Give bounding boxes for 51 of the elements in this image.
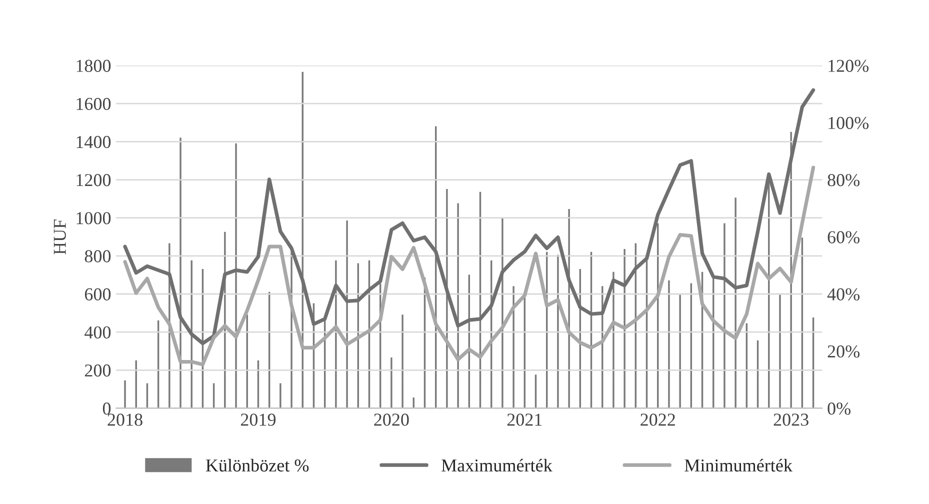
y2-tick-label: 60% xyxy=(828,231,860,244)
legend-label: Maximumérték xyxy=(442,458,552,472)
bar xyxy=(678,293,682,408)
x-tick-label: 2020 xyxy=(374,414,409,426)
bar xyxy=(134,358,138,408)
bar xyxy=(256,358,260,408)
bar xyxy=(778,293,782,408)
y2-tick-label: 0% xyxy=(828,402,850,415)
y-tick-label: 0 xyxy=(102,402,111,415)
bar xyxy=(511,284,516,408)
bar xyxy=(811,316,816,408)
y2-tick-label: 20% xyxy=(828,345,860,358)
bar xyxy=(756,339,760,408)
y2-tick-label: 100% xyxy=(828,116,869,130)
y-tick-label: 1000 xyxy=(76,212,111,224)
y-tick-label: 600 xyxy=(84,288,111,300)
bar xyxy=(400,313,405,408)
x-tick-label: 2019 xyxy=(240,414,276,426)
y2-tick-label: 40% xyxy=(827,288,860,300)
x-tick-label: 2023 xyxy=(774,414,808,426)
legend-label: Különbözet % xyxy=(206,458,309,472)
y-tick-label: 1600 xyxy=(76,98,111,110)
x-tick-label: 2018 xyxy=(108,414,142,426)
y-tick-label: 1400 xyxy=(76,136,111,148)
bar xyxy=(688,282,694,408)
x-tick-label: 2021 xyxy=(507,414,542,426)
y2-tick-label: 120% xyxy=(828,60,869,72)
y-tick-label: 1200 xyxy=(76,174,111,186)
y-tick-label: 800 xyxy=(84,250,111,262)
bar xyxy=(244,313,250,408)
bar xyxy=(522,296,527,408)
line-series xyxy=(123,166,816,366)
bar xyxy=(267,290,272,408)
bar xyxy=(212,382,216,408)
bar xyxy=(411,396,416,408)
bar xyxy=(744,322,749,408)
bar xyxy=(122,378,128,408)
bar xyxy=(156,319,161,408)
y-axis-title: HUF xyxy=(54,219,66,254)
y2-tick-label: 80% xyxy=(828,174,860,186)
y-tick-label: 400 xyxy=(84,326,111,339)
x-tick-label: 2022 xyxy=(640,414,675,426)
bar xyxy=(278,382,283,408)
bar xyxy=(800,236,804,408)
bar xyxy=(144,382,150,408)
y-tick-label: 200 xyxy=(84,364,111,377)
bar xyxy=(534,373,538,408)
legend-label: Minimumérték xyxy=(684,458,792,472)
bar xyxy=(389,356,394,408)
y-tick-label: 1800 xyxy=(76,60,111,72)
bar xyxy=(666,279,672,408)
